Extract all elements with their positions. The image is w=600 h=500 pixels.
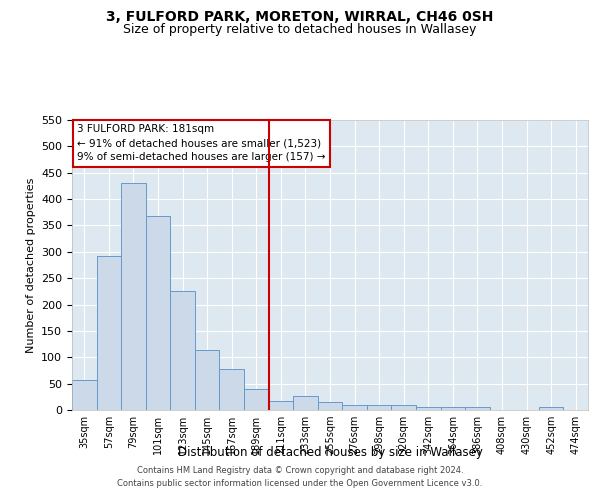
Bar [244,389,269,410]
Text: Distribution of detached houses by size in Wallasey: Distribution of detached houses by size … [178,446,482,459]
Bar [440,408,465,410]
Bar [195,350,220,410]
Bar [220,370,244,410]
Bar [146,216,170,410]
Text: 3 FULFORD PARK: 181sqm
← 91% of detached houses are smaller (1,523)
9% of semi-d: 3 FULFORD PARK: 181sqm ← 91% of detached… [77,124,326,162]
Bar [170,291,195,410]
Bar [367,406,391,410]
Bar [416,408,440,410]
Y-axis label: Number of detached properties: Number of detached properties [26,178,35,352]
Text: Contains HM Land Registry data © Crown copyright and database right 2024.
Contai: Contains HM Land Registry data © Crown c… [118,466,482,487]
Bar [318,402,342,410]
Bar [72,380,97,410]
Bar [269,401,293,410]
Text: Size of property relative to detached houses in Wallasey: Size of property relative to detached ho… [124,22,476,36]
Text: 3, FULFORD PARK, MORETON, WIRRAL, CH46 0SH: 3, FULFORD PARK, MORETON, WIRRAL, CH46 0… [106,10,494,24]
Bar [342,406,367,410]
Bar [391,404,416,410]
Bar [97,256,121,410]
Bar [465,408,490,410]
Bar [121,184,146,410]
Bar [539,408,563,410]
Bar [293,396,318,410]
